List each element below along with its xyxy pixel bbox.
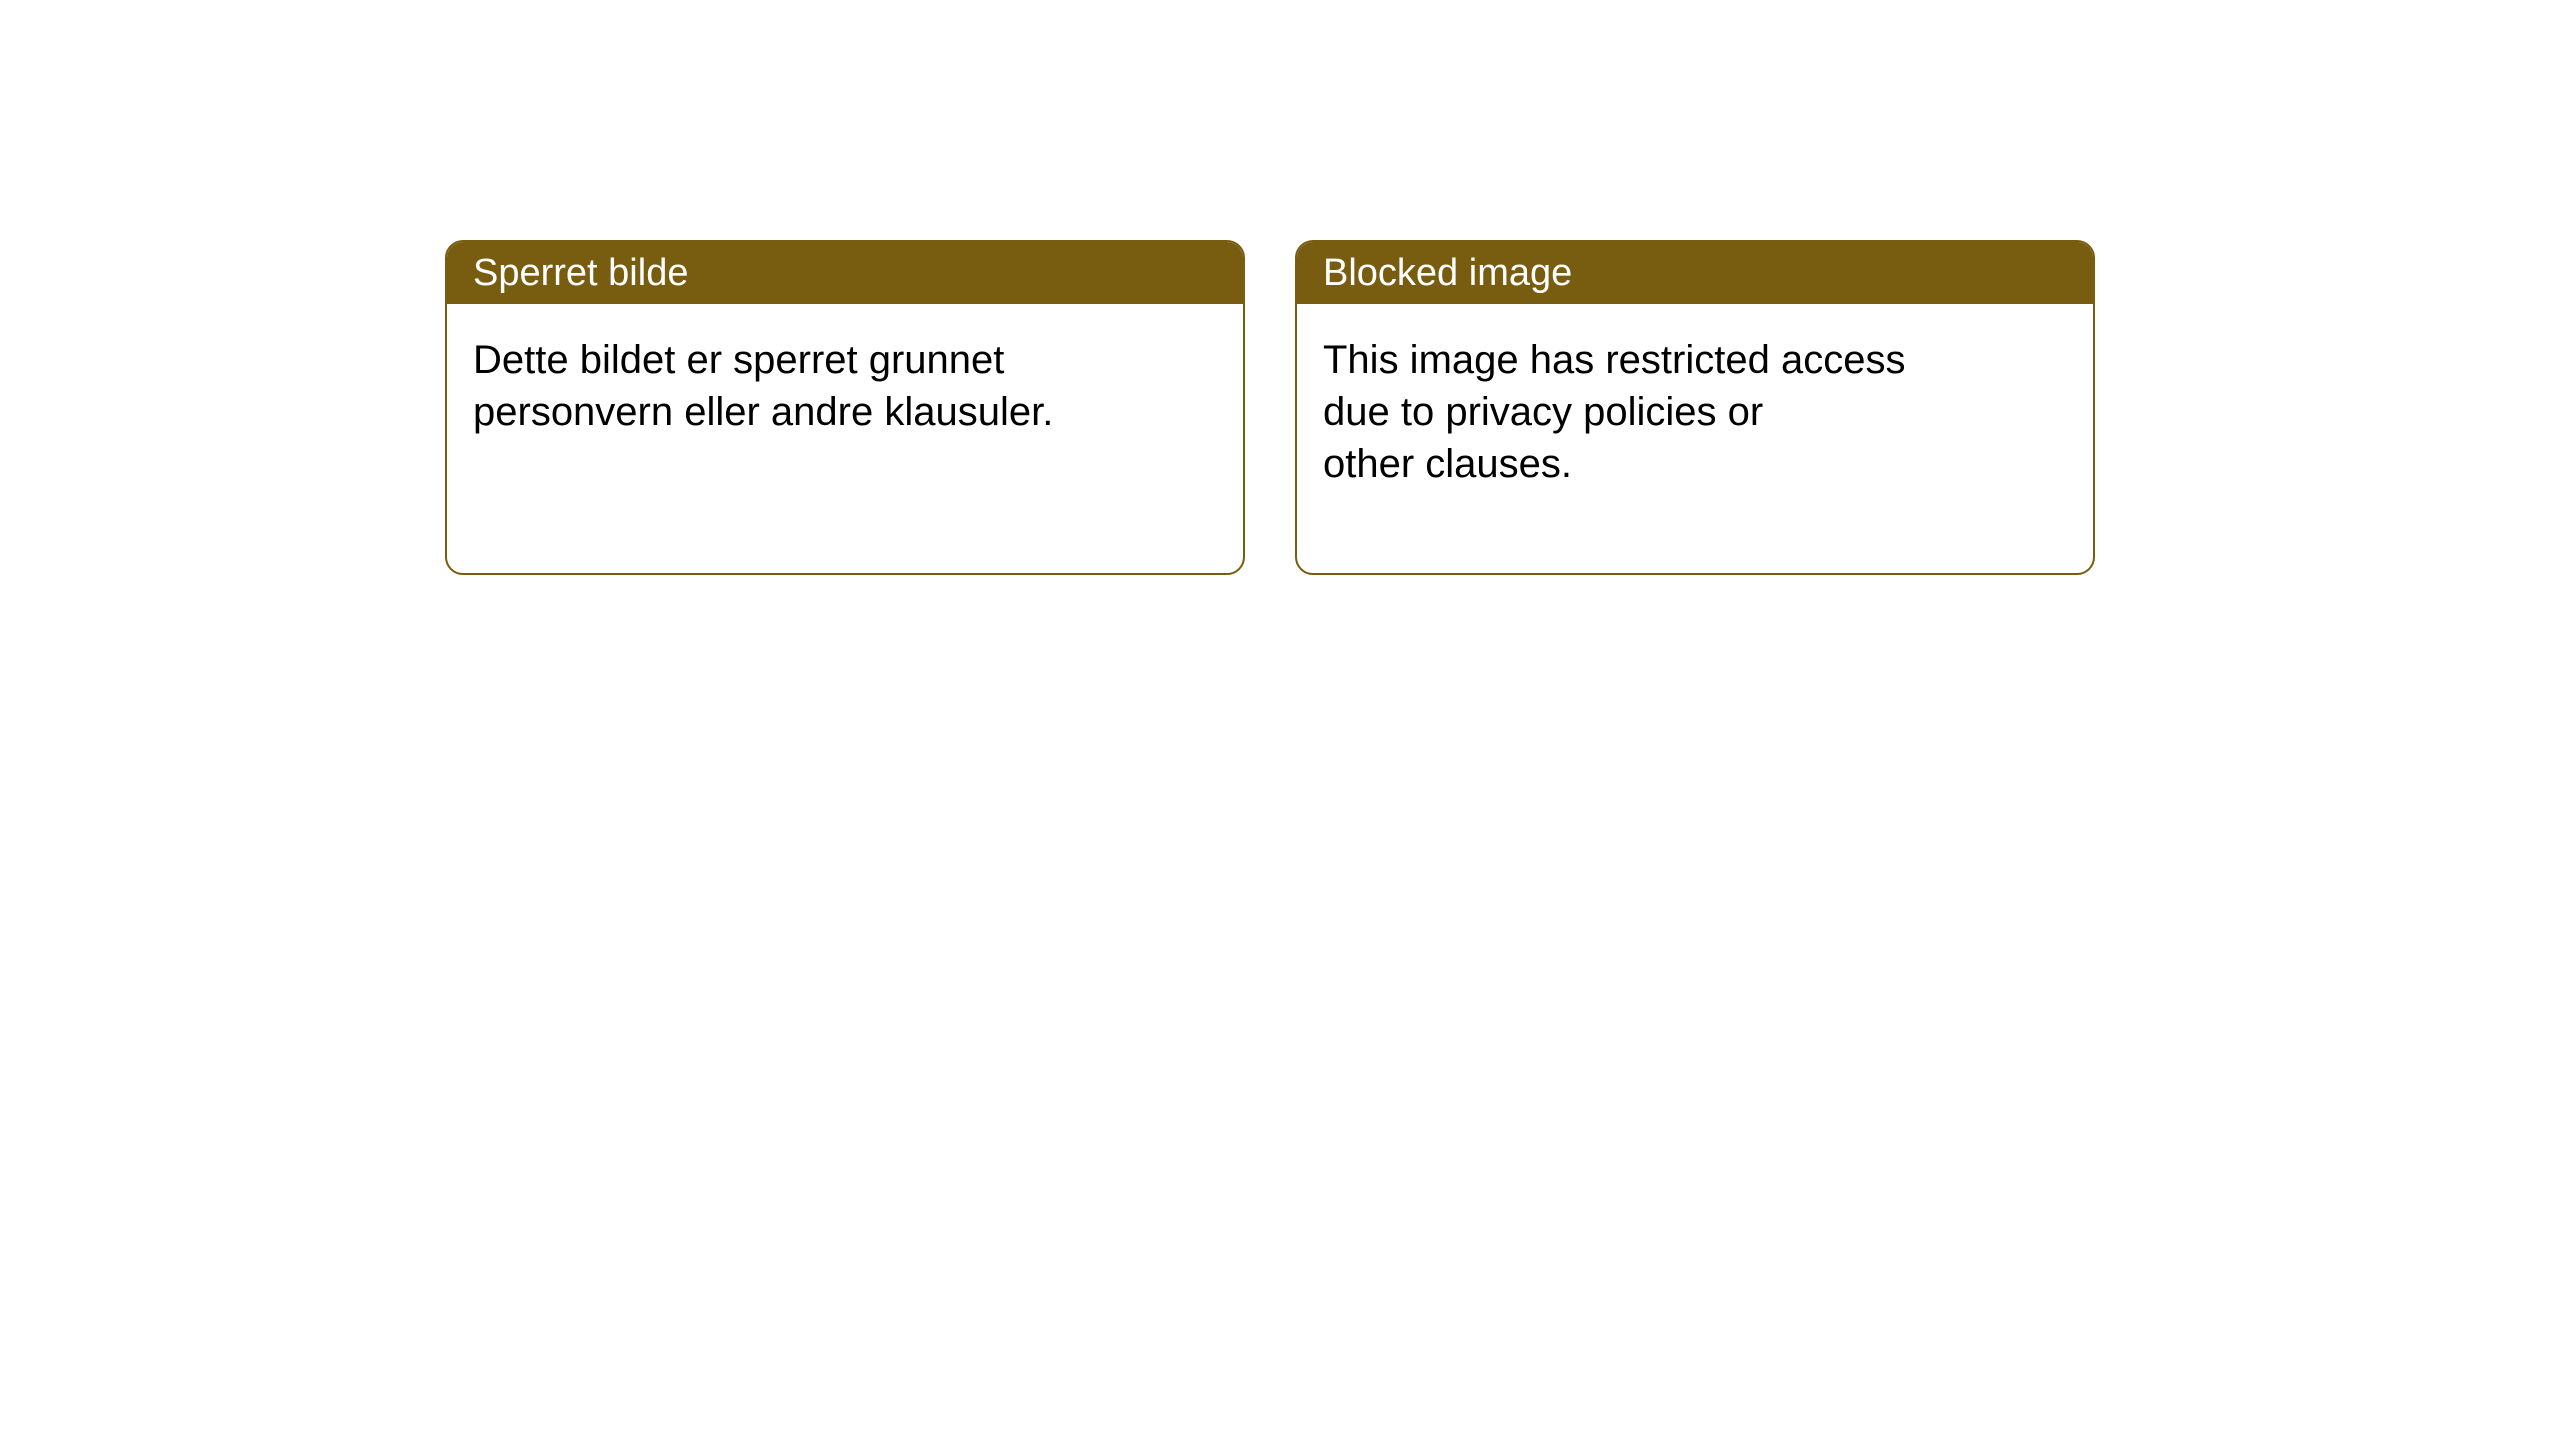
card-header: Sperret bilde — [447, 242, 1243, 304]
blocked-image-card-en: Blocked image This image has restricted … — [1295, 240, 2095, 575]
notice-container: Sperret bilde Dette bildet er sperret gr… — [0, 0, 2560, 575]
card-header: Blocked image — [1297, 242, 2093, 304]
card-body: Dette bildet er sperret grunnet personve… — [447, 304, 1243, 468]
blocked-image-card-no: Sperret bilde Dette bildet er sperret gr… — [445, 240, 1245, 575]
card-body: This image has restricted access due to … — [1297, 304, 2093, 520]
card-title: Blocked image — [1323, 252, 1572, 295]
card-title: Sperret bilde — [473, 252, 688, 295]
